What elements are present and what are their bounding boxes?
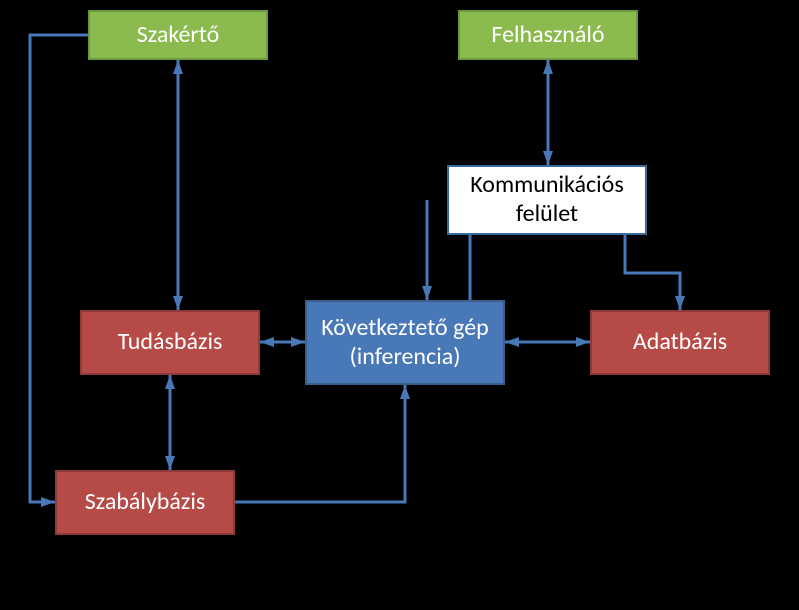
- node-adatbazis: Adatbázis: [590, 310, 770, 375]
- node-tudasbazis: Tudásbázis: [80, 310, 260, 375]
- node-komm: Kommunikációs felület: [447, 165, 647, 235]
- node-szakerto: Szakértő: [88, 10, 268, 60]
- node-szabalybazis: Szabálybázis: [55, 470, 235, 535]
- node-kovetkezteto: Következtető gép (inferencia): [305, 300, 505, 385]
- node-felhasznalo: Felhasználó: [458, 10, 638, 60]
